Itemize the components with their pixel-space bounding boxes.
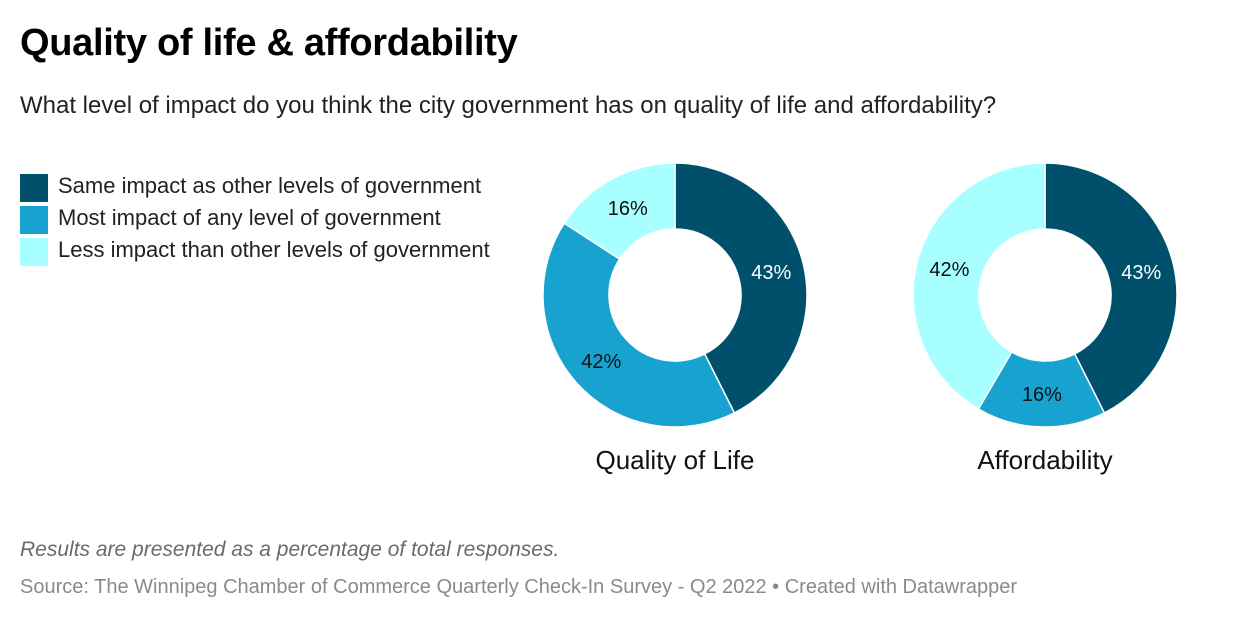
- donut-slice: [674, 162, 808, 414]
- legend-item-less-impact: Less impact than other levels of governm…: [20, 236, 500, 266]
- legend-swatch: [20, 174, 48, 202]
- donut-slice: [912, 162, 1046, 410]
- donut-slice: [563, 162, 676, 261]
- legend-item-most-impact: Most impact of any level of government: [20, 204, 500, 234]
- slice-value-label: 16%: [1022, 384, 1062, 406]
- source-line: Source: The Winnipeg Chamber of Commerce…: [20, 576, 1018, 598]
- donut-label-affordability: Affordability: [977, 445, 1113, 475]
- slice-value-label: 16%: [608, 198, 648, 220]
- slice-value-label: 42%: [929, 259, 969, 281]
- chart-subtitle: What level of impact do you think the ci…: [20, 92, 997, 119]
- slice-value-label: 42%: [581, 351, 621, 373]
- legend-label: Less impact than other levels of governm…: [58, 237, 490, 262]
- legend-item-same-impact: Same impact as other levels of governmen…: [20, 172, 500, 202]
- legend-swatch: [20, 206, 48, 234]
- chart-title: Quality of life & affordability: [20, 22, 518, 64]
- legend-swatch: [20, 238, 48, 266]
- slice-value-label: 43%: [751, 262, 791, 284]
- legend-label: Same impact as other levels of governmen…: [58, 173, 482, 198]
- donut-slice: [1044, 162, 1178, 414]
- donut-chart-quality-of-life: 43% 42% 16%: [542, 162, 808, 428]
- donut-slice: [542, 222, 736, 428]
- donut-chart-affordability: 43% 16% 42%: [912, 162, 1178, 428]
- footnote: Results are presented as a percentage of…: [20, 538, 560, 561]
- legend: Same impact as other levels of governmen…: [20, 172, 500, 268]
- slice-value-label: 43%: [1121, 262, 1161, 284]
- legend-label: Most impact of any level of government: [58, 205, 441, 230]
- donut-label-quality-of-life: Quality of Life: [595, 445, 755, 475]
